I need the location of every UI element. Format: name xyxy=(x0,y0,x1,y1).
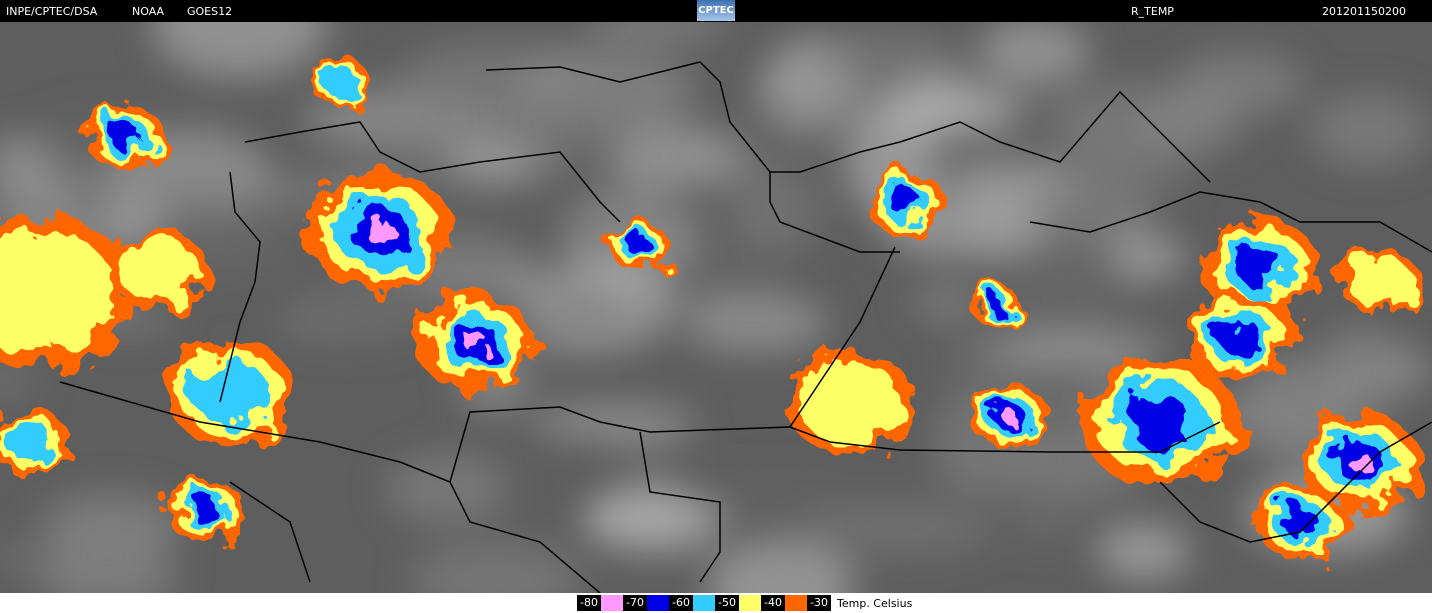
cloud xyxy=(583,22,730,44)
cloud-top xyxy=(1282,507,1318,537)
cloud-top xyxy=(189,497,221,523)
satellite-image xyxy=(0,22,1432,593)
cloud xyxy=(706,539,855,593)
product: R_TEMP xyxy=(1131,5,1174,18)
legend-label: -70 xyxy=(623,595,647,611)
cloud-top xyxy=(889,189,921,215)
cloud-top xyxy=(628,237,652,257)
legend-bar: -80 -70 -60 -50 -40 -30 Temp. Celsius xyxy=(0,593,1432,613)
cloud xyxy=(409,540,584,593)
cloud xyxy=(1174,51,1305,115)
header-bar: INPE/CPTEC/DSA NOAA GOES12 CPTEC R_TEMP … xyxy=(0,0,1432,22)
cloud xyxy=(530,403,698,441)
cloud xyxy=(680,475,859,518)
cloud xyxy=(1097,526,1190,581)
cloud xyxy=(510,49,697,133)
cloud xyxy=(807,28,956,88)
borders xyxy=(59,61,1432,593)
legend-label: -60 xyxy=(669,595,693,611)
cloud xyxy=(418,67,525,106)
cloud-top xyxy=(1236,247,1284,287)
cloud-top xyxy=(1348,256,1412,308)
cloud-top xyxy=(985,297,1005,313)
cloud xyxy=(993,231,1131,334)
cloud xyxy=(682,292,828,354)
source: INPE/CPTEC/DSA xyxy=(6,5,98,18)
cloud xyxy=(39,536,177,593)
cloud-top xyxy=(109,124,141,150)
cloud xyxy=(802,498,996,559)
legend-label: -40 xyxy=(761,595,785,611)
cloud-top xyxy=(120,240,200,304)
cloud xyxy=(643,259,781,291)
legend-swatch xyxy=(693,595,715,611)
legend-swatch xyxy=(647,595,669,611)
legend-label: -30 xyxy=(807,595,831,611)
cloud-top xyxy=(322,67,358,97)
cloud xyxy=(1046,81,1219,158)
timestamp: 201201150200 xyxy=(1322,5,1406,18)
legend-swatch xyxy=(785,595,807,611)
cloud xyxy=(0,134,58,191)
cloud xyxy=(1011,471,1076,545)
legend-label: -50 xyxy=(715,595,739,611)
cloud-tops xyxy=(0,58,1420,558)
cloud-top xyxy=(6,422,54,462)
cloud-top xyxy=(463,332,487,352)
cloud xyxy=(1113,233,1186,281)
cloud xyxy=(909,287,983,318)
cloud xyxy=(522,297,629,330)
cloud-top xyxy=(798,360,902,444)
cloud xyxy=(583,496,706,534)
cloud xyxy=(601,125,747,188)
cloud-top xyxy=(191,360,269,424)
cloud xyxy=(1318,319,1399,405)
cloud xyxy=(981,331,1170,364)
cloud-top xyxy=(1002,410,1018,424)
cloud-top xyxy=(0,231,116,353)
cloud-top xyxy=(1348,452,1372,472)
cloud xyxy=(977,22,1090,86)
agency: NOAA xyxy=(132,5,165,18)
cloud-top xyxy=(365,220,395,244)
cloud-top xyxy=(1218,319,1262,355)
logo: CPTEC xyxy=(697,0,735,21)
cloud xyxy=(446,146,541,181)
legend-unit: Temp. Celsius xyxy=(837,596,913,610)
legend-label: -80 xyxy=(577,595,601,611)
cloud xyxy=(1309,92,1428,168)
cloud xyxy=(150,22,329,79)
cloud-top xyxy=(1128,396,1192,448)
cloud xyxy=(385,452,510,525)
cloud xyxy=(724,148,788,256)
legend-swatch xyxy=(601,595,623,611)
legend: -80 -70 -60 -50 -40 -30 Temp. Celsius xyxy=(577,595,912,611)
legend-swatch xyxy=(739,595,761,611)
satellite: GOES12 xyxy=(187,5,233,18)
